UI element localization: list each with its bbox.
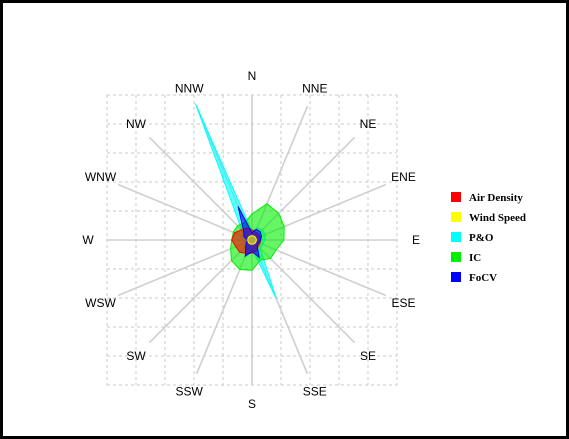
legend-swatch-wind-speed bbox=[451, 212, 461, 222]
direction-label-ene: ENE bbox=[391, 170, 416, 184]
legend-label-ic: IC bbox=[469, 252, 481, 264]
direction-label-n: N bbox=[248, 69, 257, 83]
legend-label-wind-speed: Wind Speed bbox=[469, 212, 526, 224]
legend-swatch-air-density bbox=[451, 192, 461, 202]
direction-label-nnw: NNW bbox=[175, 82, 204, 96]
legend-swatch-focv bbox=[451, 272, 461, 282]
direction-label-ssw: SSW bbox=[176, 385, 204, 399]
direction-labels: N NNE NE ENE E ESE SE SSE S SSW SW WSW W WNW NW NNW bbox=[82, 69, 420, 411]
legend-label-focv: FoCV bbox=[469, 272, 497, 284]
direction-label-se: SE bbox=[360, 349, 376, 363]
direction-label-ese: ESE bbox=[391, 296, 415, 310]
spoke-wsw bbox=[117, 239, 253, 297]
legend: Air Density Wind Speed P&O IC FoCV bbox=[451, 192, 526, 284]
series-focv bbox=[237, 206, 262, 259]
legend-swatch-ic bbox=[451, 252, 461, 262]
direction-label-wnw: WNW bbox=[85, 170, 117, 184]
direction-label-ne: NE bbox=[360, 117, 377, 131]
series-layer bbox=[194, 103, 285, 300]
direction-label-wsw: WSW bbox=[85, 296, 116, 310]
direction-label-sw: SW bbox=[126, 349, 146, 363]
direction-label-w: W bbox=[82, 233, 94, 247]
series-wind-speed bbox=[247, 235, 257, 245]
direction-label-e: E bbox=[412, 233, 420, 247]
direction-label-s: S bbox=[248, 397, 256, 411]
direction-label-nne: NNE bbox=[302, 82, 327, 96]
spoke-wnw bbox=[117, 183, 253, 241]
direction-label-sse: SSE bbox=[303, 385, 327, 399]
spoke-nw bbox=[148, 136, 253, 241]
legend-label-pando: P&O bbox=[469, 232, 494, 244]
legend-label-air-density: Air Density bbox=[469, 192, 523, 204]
direction-label-nw: NW bbox=[126, 117, 147, 131]
legend-swatch-pando bbox=[451, 232, 461, 242]
